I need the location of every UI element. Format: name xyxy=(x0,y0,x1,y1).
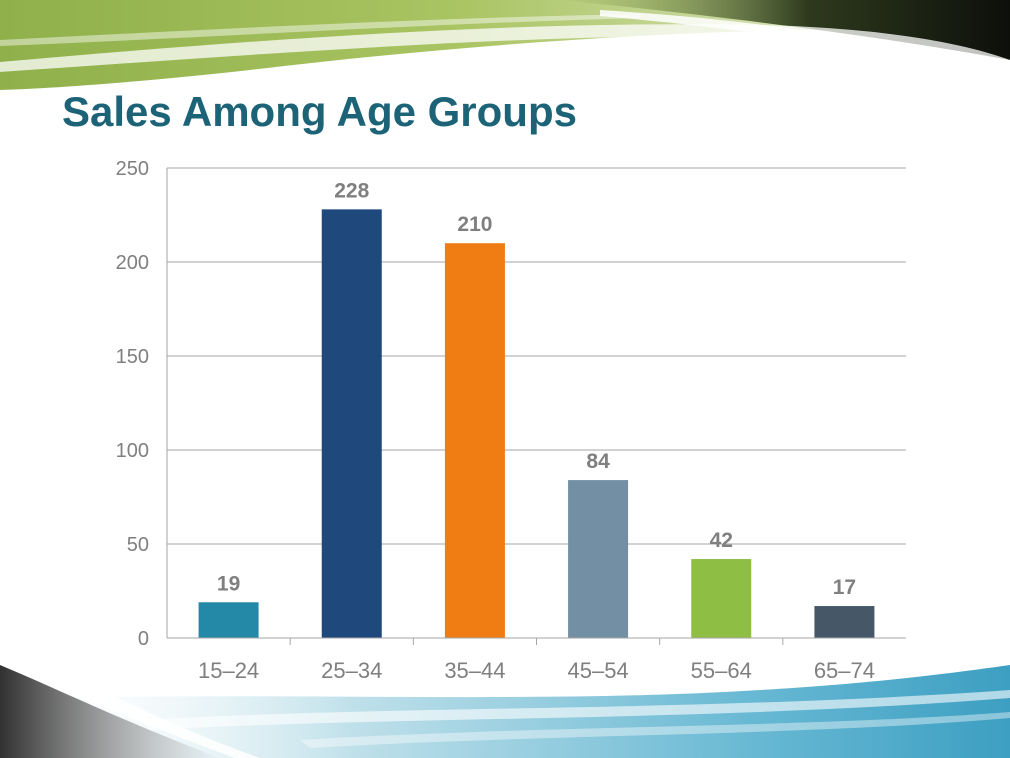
bar xyxy=(198,602,259,638)
data-labels: 19 228 210 84 42 17 xyxy=(217,179,856,599)
data-label: 210 xyxy=(457,213,492,236)
x-tick-label: 55–64 xyxy=(691,658,752,683)
x-tick-label: 45–54 xyxy=(567,658,628,683)
y-tick-label: 100 xyxy=(116,440,149,462)
x-tick-label: 15–24 xyxy=(198,658,259,683)
y-tick-label: 50 xyxy=(127,534,149,556)
x-tick-label: 35–44 xyxy=(444,658,505,683)
bar xyxy=(814,606,875,638)
data-label: 228 xyxy=(334,179,369,202)
bar xyxy=(444,243,505,638)
data-label: 42 xyxy=(710,529,733,552)
bar xyxy=(321,209,382,639)
x-tick-label: 25–34 xyxy=(321,658,382,683)
y-tick-label: 0 xyxy=(138,628,149,650)
data-label: 84 xyxy=(586,450,610,473)
slide-title: Sales Among Age Groups xyxy=(62,88,577,135)
y-tick-label: 150 xyxy=(116,346,149,368)
y-tick-label: 250 xyxy=(116,158,149,180)
y-axis-tick-labels: 0 50 100 150 200 250 xyxy=(116,158,149,650)
bar xyxy=(568,480,629,638)
bar xyxy=(691,559,752,638)
data-label: 17 xyxy=(833,576,856,599)
data-label: 19 xyxy=(217,572,240,595)
gridlines xyxy=(167,167,906,645)
x-tick-label: 65–74 xyxy=(814,658,875,683)
x-axis-tick-labels: 15–24 25–34 35–44 45–54 55–64 65–74 xyxy=(198,658,875,683)
y-tick-label: 200 xyxy=(116,252,149,274)
bars xyxy=(198,209,875,639)
